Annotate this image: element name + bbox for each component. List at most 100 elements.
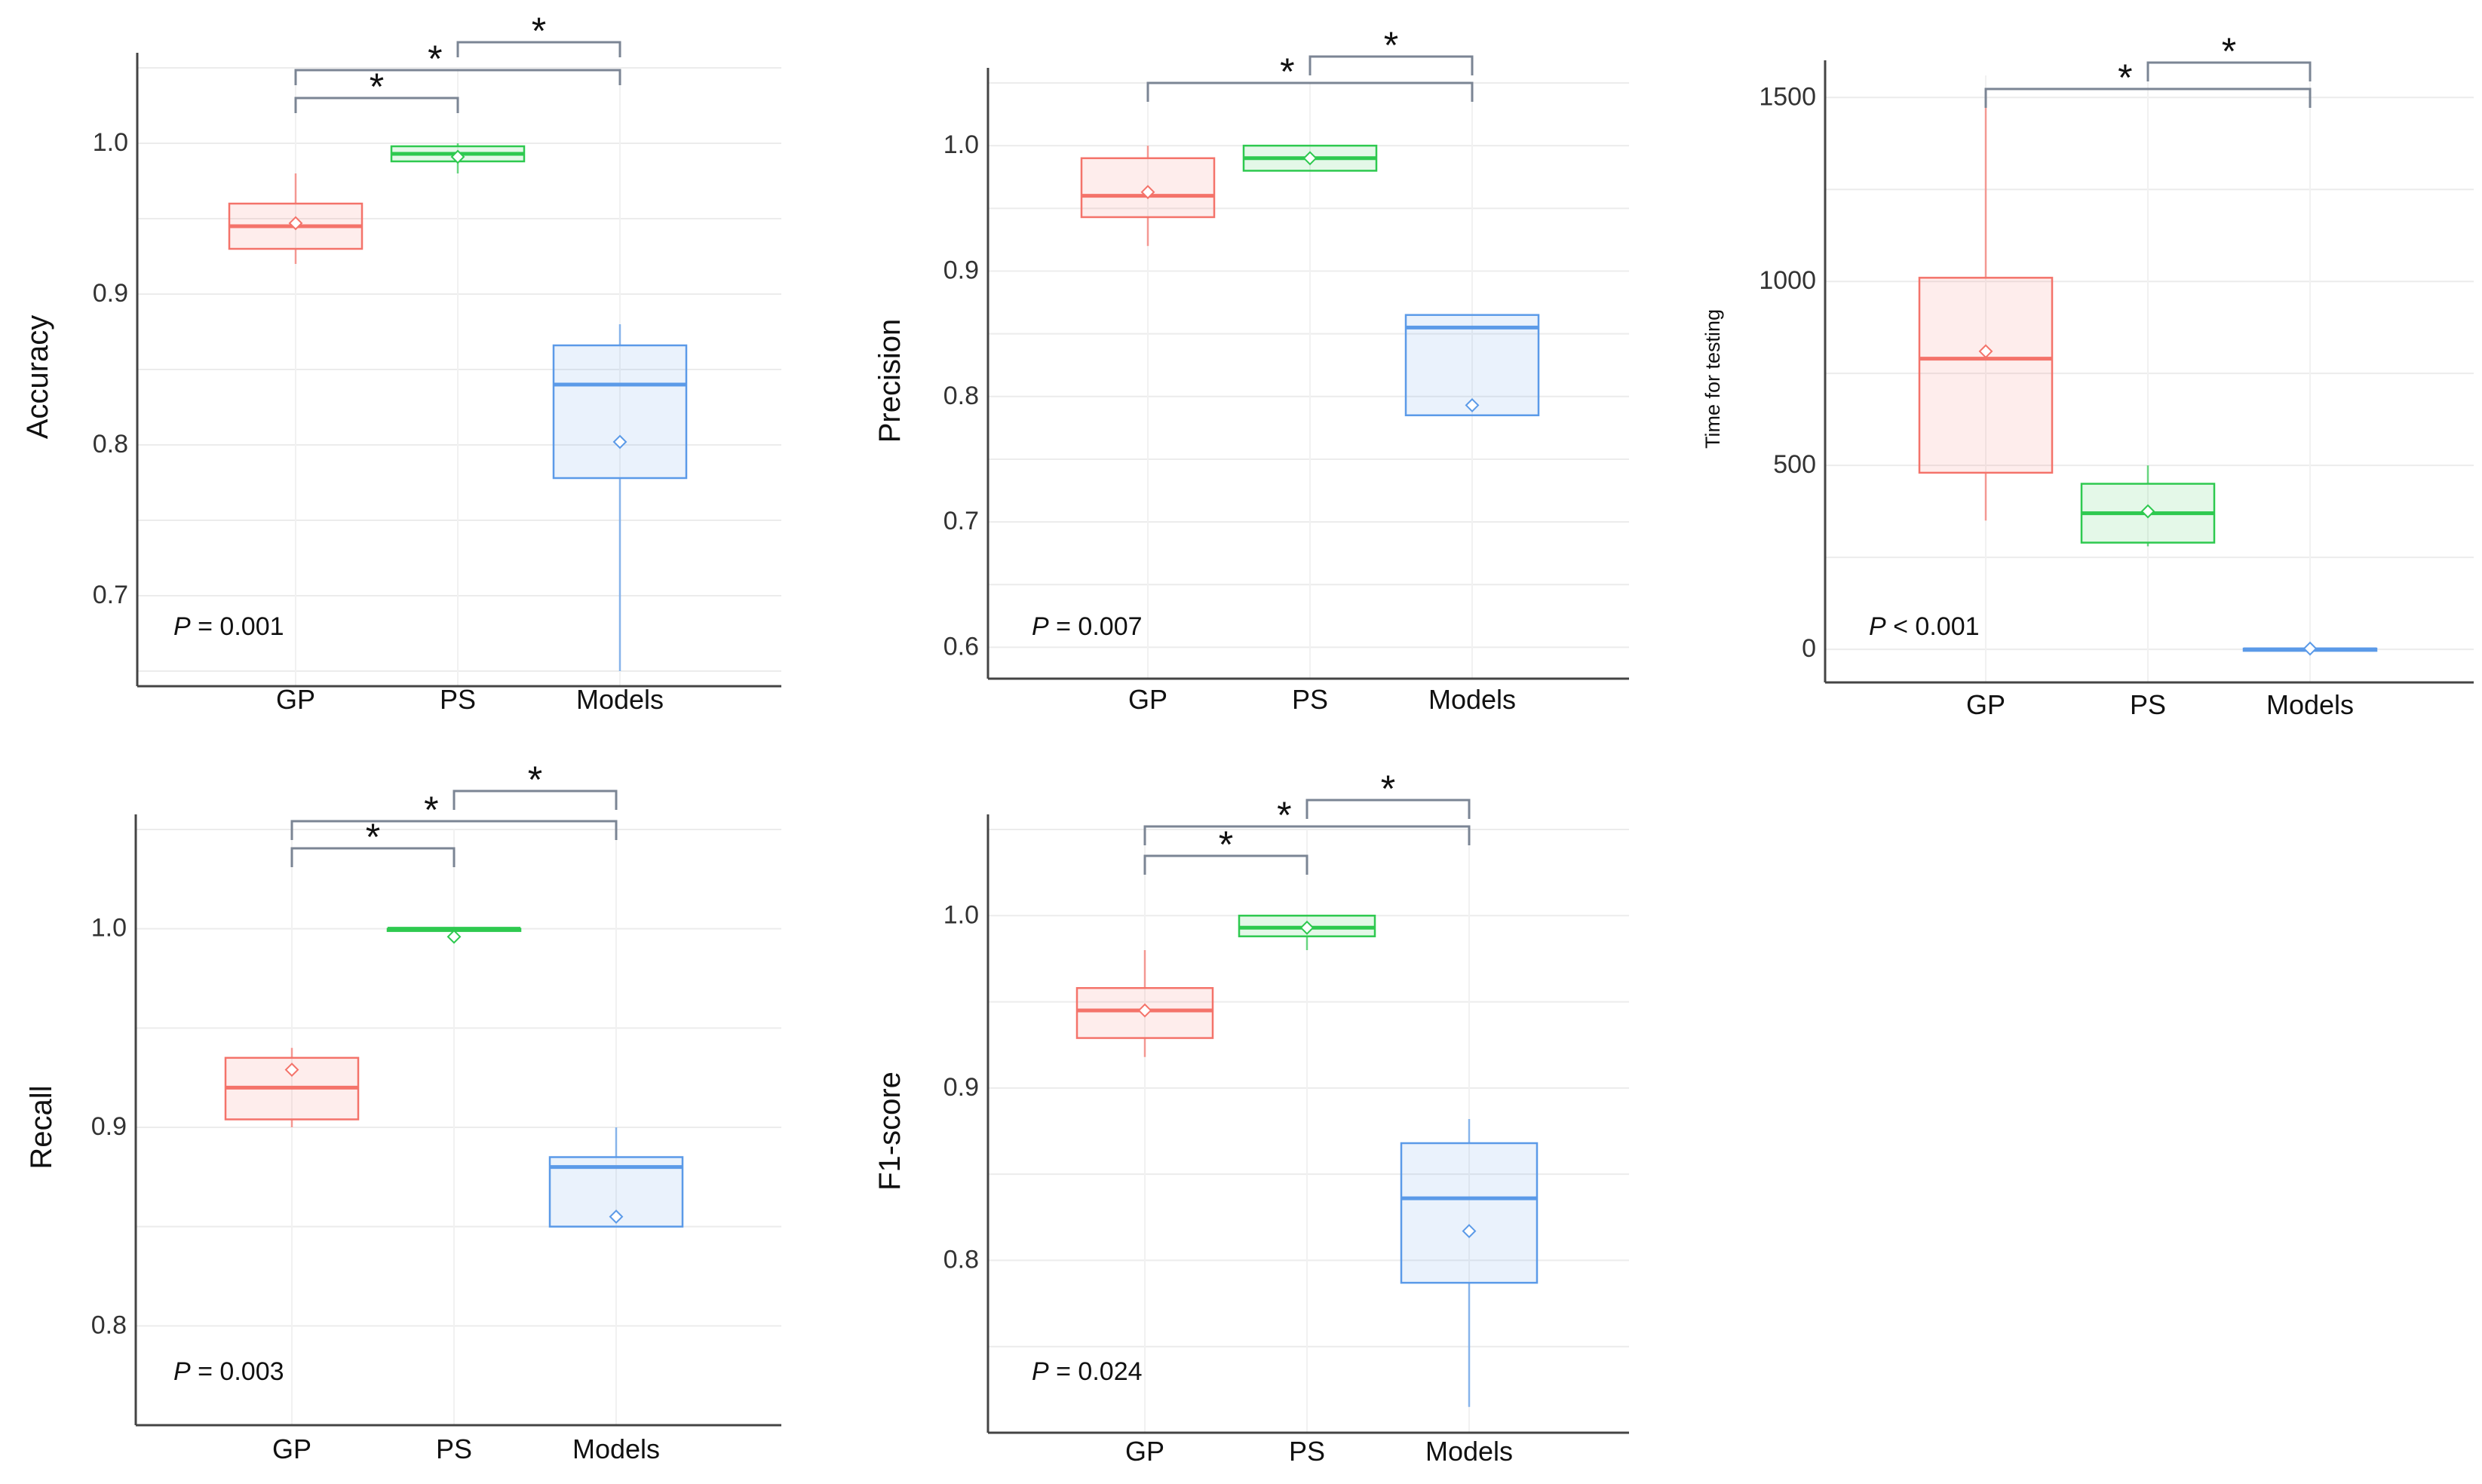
p-value-text: = 0.003 bbox=[191, 1357, 284, 1386]
box-gp bbox=[1080, 146, 1216, 247]
bracket-line bbox=[1143, 825, 1471, 845]
mean-marker bbox=[2140, 504, 2155, 519]
y-tick-label: 0.8 bbox=[93, 430, 128, 458]
significance-star: * bbox=[1277, 794, 1291, 836]
bracket-line bbox=[1984, 87, 2312, 108]
box-gp bbox=[1075, 950, 1214, 1057]
significance-bracket: * bbox=[294, 38, 621, 85]
y-tick-label: 0.8 bbox=[943, 1245, 979, 1274]
x-tick-label: Models bbox=[572, 1433, 660, 1464]
chart-panel-accuracy: 0.7 0.8 0.9 1.0 GP PS Models Accuracy * * * P = 0.0… bbox=[21, 10, 781, 715]
mean-marker bbox=[284, 1062, 299, 1078]
mean-marker bbox=[1462, 1224, 1477, 1238]
y-tick-label: 0.8 bbox=[943, 382, 979, 410]
y-tick-label: 1.0 bbox=[943, 900, 979, 929]
box-models bbox=[1404, 314, 1540, 416]
significance-star: * bbox=[2222, 30, 2236, 72]
bracket-line bbox=[453, 790, 618, 810]
significance-star: * bbox=[1219, 823, 1233, 866]
box-ps bbox=[386, 927, 522, 944]
mean-marker bbox=[1299, 920, 1315, 935]
y-axis-label: Precision bbox=[873, 319, 907, 443]
significance-bracket: * bbox=[294, 66, 459, 113]
bracket-line bbox=[290, 820, 618, 840]
p-value-label: P = 0.001 bbox=[173, 612, 284, 641]
significance-bracket: * bbox=[290, 816, 456, 867]
bracket-line bbox=[2146, 61, 2312, 81]
y-tick-label: 0.9 bbox=[943, 1073, 979, 1102]
box-models bbox=[2242, 641, 2378, 656]
significance-bracket: * bbox=[1305, 768, 1471, 819]
significance-bracket: * bbox=[1143, 794, 1471, 845]
significance-star: * bbox=[532, 10, 546, 52]
significance-star: * bbox=[1280, 51, 1294, 93]
bracket-line bbox=[294, 69, 621, 85]
p-value-label: P = 0.024 bbox=[1032, 1357, 1143, 1386]
mean-marker bbox=[446, 929, 462, 944]
x-tick-label: GP bbox=[1966, 689, 2005, 720]
y-tick-label: 0.6 bbox=[943, 632, 979, 661]
p-value-label: P < 0.001 bbox=[1869, 612, 1980, 641]
x-tick-label: Models bbox=[2266, 689, 2354, 720]
y-axis-label: Time for testing bbox=[1701, 309, 1724, 449]
significance-bracket: * bbox=[290, 789, 618, 840]
y-tick-label: 0.9 bbox=[93, 279, 128, 308]
y-axis-label: Recall bbox=[25, 1085, 58, 1169]
box-body bbox=[552, 344, 688, 480]
p-value-symbol: P bbox=[1869, 612, 1886, 641]
p-value-text: = 0.024 bbox=[1049, 1357, 1143, 1386]
significance-star: * bbox=[428, 38, 442, 80]
p-value-symbol: P bbox=[1032, 612, 1049, 641]
significance-bracket: * bbox=[2146, 30, 2312, 81]
significance-bracket: * bbox=[456, 10, 621, 57]
y-tick-label: 0.7 bbox=[943, 507, 979, 535]
x-tick-label: PS bbox=[1289, 1436, 1325, 1467]
y-tick-label: 1.0 bbox=[93, 128, 128, 157]
y-tick-label: 0.9 bbox=[91, 1112, 127, 1141]
y-tick-label: 0.9 bbox=[943, 256, 979, 284]
box-models bbox=[1400, 1119, 1539, 1407]
mean-marker bbox=[609, 1210, 624, 1224]
x-tick-label: PS bbox=[2130, 689, 2166, 720]
x-tick-label: Models bbox=[1428, 684, 1516, 715]
significance-bracket: * bbox=[453, 759, 618, 810]
mean-marker bbox=[1140, 185, 1155, 200]
p-value-label: P = 0.007 bbox=[1032, 612, 1143, 641]
mean-marker bbox=[1137, 1003, 1152, 1018]
significance-star: * bbox=[370, 66, 384, 108]
bracket-line bbox=[1305, 799, 1471, 819]
box-gp bbox=[228, 173, 364, 264]
significance-bracket: * bbox=[1984, 57, 2312, 108]
p-value-label: P = 0.003 bbox=[173, 1357, 284, 1386]
y-tick-label: 1.0 bbox=[943, 130, 979, 159]
bracket-line bbox=[456, 41, 621, 57]
box-body bbox=[1400, 1142, 1539, 1284]
x-tick-label: Models bbox=[576, 684, 664, 715]
chart-panel-f1-score: 0.8 0.9 1.0 GP PS Models F1-score * * * P = 0.024 bbox=[873, 768, 1629, 1467]
chart-panel-precision: 0.6 0.7 0.8 0.9 1.0 GP PS Models Precision * * P = … bbox=[873, 24, 1629, 715]
box-ps bbox=[1242, 144, 1378, 172]
box-ps bbox=[390, 143, 526, 173]
p-value-symbol: P bbox=[173, 1357, 191, 1386]
y-tick-label: 1500 bbox=[1759, 82, 1816, 111]
p-value-text: = 0.007 bbox=[1049, 612, 1143, 641]
box-ps bbox=[1238, 915, 1376, 950]
box-gp bbox=[1918, 105, 2054, 521]
bracket-line bbox=[290, 847, 456, 867]
y-tick-label: 1.0 bbox=[91, 914, 127, 943]
y-axis-label: Accuracy bbox=[21, 315, 54, 440]
y-tick-label: 500 bbox=[1773, 450, 1816, 479]
mean-marker bbox=[2303, 641, 2318, 656]
box-gp bbox=[224, 1047, 360, 1127]
bracket-line bbox=[1308, 55, 1474, 75]
significance-bracket: * bbox=[1308, 24, 1474, 75]
x-tick-label: PS bbox=[1292, 684, 1328, 715]
x-tick-label: GP bbox=[272, 1433, 311, 1464]
x-tick-label: PS bbox=[440, 684, 476, 715]
significance-star: * bbox=[1381, 768, 1395, 810]
y-axis-label: F1-score bbox=[873, 1072, 907, 1191]
x-tick-label: Models bbox=[1425, 1436, 1513, 1467]
y-tick-label: 0.8 bbox=[91, 1311, 127, 1339]
mean-marker bbox=[450, 149, 465, 164]
box-models bbox=[548, 1127, 684, 1228]
